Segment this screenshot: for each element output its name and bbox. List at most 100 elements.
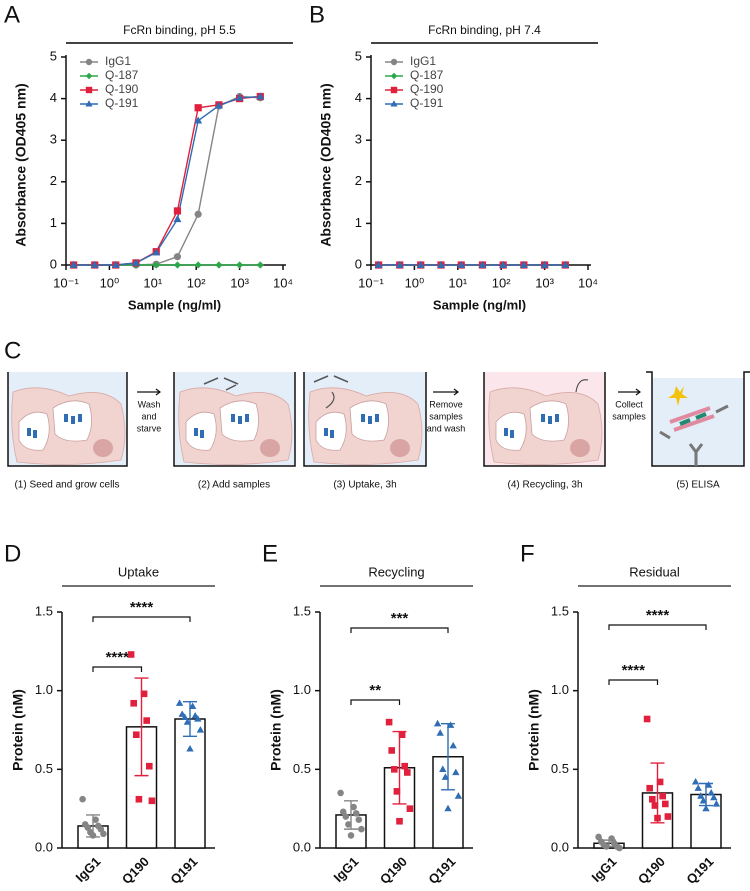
y-tick-label: 5 bbox=[355, 48, 362, 63]
bar-chart: E Recycling 0.0 0.5 1.0 1.5 Protein (nM) IgG1 Q1… bbox=[262, 540, 473, 887]
well bbox=[173, 372, 296, 467]
series-line bbox=[73, 95, 261, 266]
marker bbox=[135, 795, 143, 803]
marker bbox=[235, 93, 244, 101]
error-bar bbox=[650, 762, 665, 824]
legend-marker bbox=[85, 58, 93, 66]
marker bbox=[194, 210, 202, 218]
significance-bracket bbox=[350, 627, 449, 633]
y-tick-label: 1.5 bbox=[35, 603, 53, 618]
marker bbox=[404, 769, 411, 776]
marker bbox=[416, 260, 425, 268]
marker bbox=[173, 253, 182, 261]
marker bbox=[133, 731, 140, 739]
marker bbox=[704, 781, 713, 788]
marker bbox=[561, 260, 570, 268]
diagram-text: (1) Seed and grow cells (2) Add samples (3… bbox=[14, 399, 720, 490]
x-tick-label: Q191 bbox=[425, 854, 458, 887]
marker bbox=[181, 713, 189, 721]
x-tick-label: 10⁻¹ bbox=[53, 275, 79, 290]
x-tick-label: 10² bbox=[492, 275, 511, 290]
marker bbox=[441, 773, 450, 780]
marker bbox=[603, 843, 610, 850]
marker bbox=[79, 795, 86, 803]
marker bbox=[256, 92, 265, 100]
x-tick-label: 10³ bbox=[535, 275, 554, 290]
marker bbox=[702, 804, 710, 812]
y-axis-label: Absorbance (OD405 nm) bbox=[318, 83, 334, 246]
y-tick-label: 4 bbox=[50, 90, 57, 105]
legend-label: Q-190 bbox=[105, 82, 139, 96]
marker bbox=[194, 104, 202, 112]
x-tick-label: Q191 bbox=[167, 854, 200, 887]
marker bbox=[111, 260, 120, 268]
y-tick-label: 0.0 bbox=[551, 839, 569, 854]
panel-letter: A bbox=[4, 1, 20, 28]
x-axis-label: Sample (ng/ml) bbox=[433, 297, 526, 312]
legend-label: Q-191 bbox=[105, 96, 139, 110]
x-tick-label: 10⁻¹ bbox=[358, 275, 384, 290]
x-tick-label: 10¹ bbox=[448, 275, 467, 290]
well bbox=[7, 372, 128, 467]
marker bbox=[616, 844, 623, 852]
marker bbox=[433, 719, 442, 727]
marker bbox=[643, 715, 651, 723]
significance-bracket bbox=[608, 679, 659, 685]
significance-bracket bbox=[92, 616, 191, 622]
marker bbox=[697, 792, 705, 799]
well bbox=[483, 372, 606, 467]
y-tick-label: 0.5 bbox=[35, 761, 53, 776]
marker bbox=[148, 797, 156, 805]
marker bbox=[654, 814, 661, 822]
marker bbox=[651, 802, 659, 809]
y-tick-label: 0 bbox=[50, 256, 57, 271]
chart-title: Recycling bbox=[368, 564, 424, 579]
marker bbox=[385, 718, 393, 726]
panel-c: C bbox=[4, 337, 750, 491]
y-tick-label: 4 bbox=[355, 90, 362, 105]
series-line bbox=[73, 95, 261, 266]
x-tick-label: IgG1 bbox=[589, 854, 620, 885]
y-tick-label: 1.5 bbox=[551, 603, 569, 618]
significance-label: *** bbox=[391, 610, 409, 627]
marker bbox=[152, 261, 160, 269]
marker bbox=[183, 718, 192, 725]
marker bbox=[175, 699, 184, 706]
marker bbox=[173, 207, 182, 215]
marker bbox=[656, 778, 664, 786]
panel-letter: C bbox=[4, 337, 21, 364]
x-tick-label: 10⁰ bbox=[100, 275, 120, 290]
marker bbox=[90, 260, 99, 268]
marker bbox=[350, 803, 357, 811]
x-tick-label: 10⁰ bbox=[405, 275, 425, 290]
marker bbox=[659, 792, 666, 800]
marker bbox=[131, 258, 140, 266]
legend-label: Q-187 bbox=[105, 68, 139, 82]
marker bbox=[454, 792, 463, 799]
well bbox=[303, 372, 427, 467]
marker bbox=[194, 261, 202, 269]
marker bbox=[196, 726, 205, 733]
y-tick-label: 0 bbox=[355, 256, 362, 271]
x-axis-label: Sample (ng/ml) bbox=[128, 297, 221, 312]
marker bbox=[646, 784, 653, 792]
x-tick-label: 10² bbox=[187, 275, 206, 290]
marker bbox=[345, 821, 352, 828]
legend-label: Q-191 bbox=[410, 96, 444, 110]
legend-marker bbox=[85, 86, 93, 94]
marker bbox=[194, 116, 203, 124]
bar bbox=[174, 718, 206, 849]
legend-marker bbox=[390, 72, 398, 80]
y-tick-label: 2 bbox=[355, 173, 362, 188]
marker bbox=[100, 830, 107, 838]
marker bbox=[436, 260, 445, 268]
y-axis-label: Protein (nM) bbox=[268, 689, 284, 771]
legend-label: IgG1 bbox=[105, 54, 131, 68]
marker bbox=[391, 766, 398, 773]
panel-letter: D bbox=[4, 540, 21, 567]
legend-label: Q-187 bbox=[410, 68, 444, 82]
marker bbox=[236, 261, 244, 269]
marker bbox=[452, 768, 460, 776]
marker bbox=[664, 813, 672, 820]
marker bbox=[457, 260, 466, 268]
